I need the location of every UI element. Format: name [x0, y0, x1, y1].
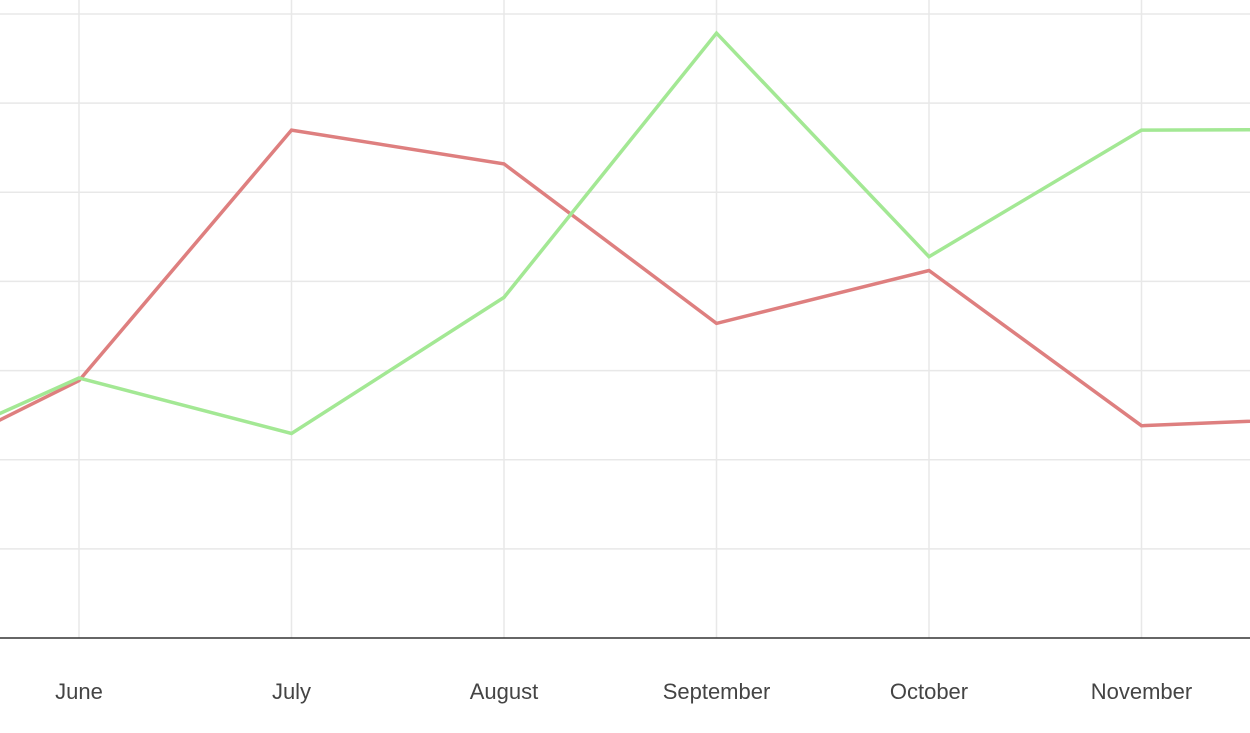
x-tick-label: July — [272, 679, 311, 704]
series-line-1 — [0, 128, 1250, 428]
series-lines — [0, 30, 1250, 436]
x-tick-label: October — [890, 679, 968, 704]
vertical-gridlines — [78, 0, 1143, 638]
x-tick-label: November — [1091, 679, 1192, 704]
horizontal-gridlines — [0, 13, 1250, 550]
x-tick-label: September — [663, 679, 771, 704]
x-tick-label: August — [470, 679, 539, 704]
x-axis-tick-labels: June July August September October November — [55, 679, 1192, 704]
series-line-2 — [0, 30, 1250, 436]
x-tick-label: June — [55, 679, 103, 704]
